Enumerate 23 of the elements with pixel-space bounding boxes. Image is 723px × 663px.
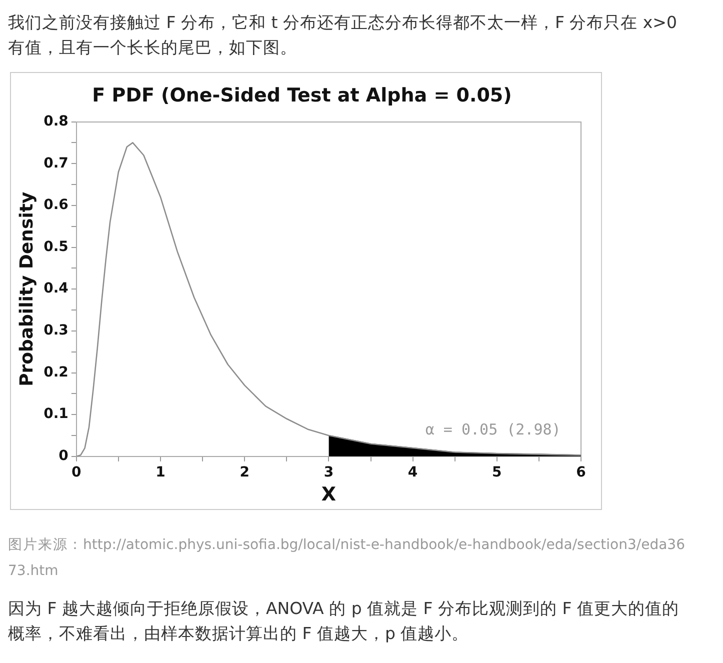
x-axis-title: X [321, 484, 336, 506]
y-tick-label: 0.5 [44, 238, 68, 255]
y-tick-label: 0.7 [44, 155, 68, 172]
y-tick-label: 0.8 [44, 113, 68, 130]
y-tick-label: 0.6 [44, 197, 68, 214]
chart-title: F PDF (One-Sided Test at Alpha = 0.05) [92, 84, 512, 106]
y-tick-label: 0.1 [44, 406, 68, 422]
x-tick-label: 2 [240, 464, 250, 480]
text: 因为 F 越大越倾向于拒绝原假设，ANOVA 的 p 值就是 F 分布比观测到的 F 值更大的值的概率，不难看出，由样本数据计算出的 F 值越大，p 值越小。 [7, 598, 680, 645]
annotation: α = 0.05 (2.98) [425, 420, 561, 438]
y-tick-label: 0.2 [44, 364, 68, 380]
x-tick-label: 5 [492, 464, 502, 480]
x-tick-label: 4 [408, 464, 418, 480]
y-tick-label: 0.3 [44, 322, 68, 339]
y-tick-label: 0.4 [44, 280, 69, 297]
x-tick-label: 6 [576, 464, 586, 480]
x-tick-label: 1 [156, 464, 166, 480]
text: 我们之前没有接触过 F 分布，它和 t 分布还有正态分布长得都不太一样，F 分布只在 x>0 有值，且有一个长长的尾巴，如下图。 [7, 12, 678, 59]
x-tick-label: 0 [72, 464, 82, 480]
x-tick-label: 3 [324, 464, 334, 480]
y-tick-label: 0 [58, 448, 69, 464]
text: 图片来源：http://atomic.phys.uni-sofia.bg/local/nist-e-handbook/e-handbook/eda/section3/eda3673.htm [7, 536, 686, 581]
y-axis-title: Probability Density [16, 192, 38, 386]
